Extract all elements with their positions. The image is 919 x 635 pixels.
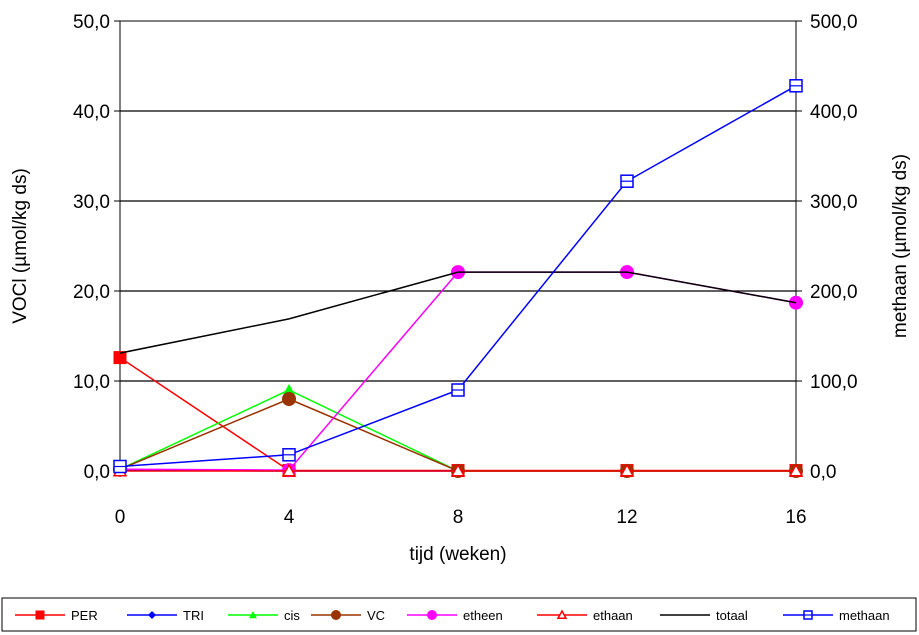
series-line-etheen	[119, 271, 797, 471]
legend-label-etheen: etheen	[463, 608, 503, 623]
y2-tick-label: 100,0	[810, 372, 858, 393]
legend-item-vc: VC	[311, 608, 385, 623]
series-cis	[114, 384, 802, 476]
y-tick-label: 40,0	[73, 102, 110, 123]
legend-label-vc: VC	[367, 608, 385, 623]
y2-axis-title: methaan (µmol/kg ds)	[890, 154, 911, 338]
x-tick-label: 8	[453, 507, 464, 528]
legend-marker-ethaan	[556, 609, 568, 619]
legend-item-per: PER	[15, 608, 98, 623]
y2-tick-label: 300,0	[810, 192, 858, 213]
legend-item-tri: TRI	[127, 608, 204, 623]
series-ethaan	[112, 463, 804, 477]
data-point-ethaan	[619, 463, 635, 477]
legend-label-methaan: methaan	[839, 608, 890, 623]
x-tick-label: 4	[284, 507, 295, 528]
series-methaan	[113, 79, 803, 474]
legend-marker-cis	[249, 611, 257, 619]
legend-marker-tri	[148, 611, 156, 619]
legend-item-methaan: methaan	[783, 608, 890, 623]
data-point-ethaan	[450, 463, 466, 477]
y-tick-label: 0,0	[84, 462, 110, 483]
data-point-vc	[282, 392, 296, 406]
legend-label-per: PER	[71, 608, 98, 623]
y-axis-title: VOCl (µmol/kg ds)	[10, 168, 31, 324]
x-tick-label: 12	[616, 507, 637, 528]
data-point-ethaan	[281, 463, 297, 477]
legend-marker-etheen	[427, 610, 437, 620]
legend-item-etheen: etheen	[407, 608, 503, 623]
x-tick-label: 0	[115, 507, 126, 528]
gridlines	[120, 110, 796, 382]
data-point-per	[113, 351, 127, 365]
x-axis-title: tijd (weken)	[409, 544, 506, 565]
data-point-ethaan	[788, 463, 804, 477]
x-tick-label: 16	[785, 507, 806, 528]
series-per	[113, 351, 803, 478]
legend-marker-vc	[331, 610, 341, 620]
data-point-cis	[283, 384, 295, 395]
y2-tick-label: 200,0	[810, 282, 858, 303]
y2-tick-label: 500,0	[810, 12, 858, 33]
y2-tick-label: 400,0	[810, 102, 858, 123]
series-etheen	[113, 265, 803, 478]
legend-label-cis: cis	[284, 608, 300, 623]
legend-label-ethaan: ethaan	[593, 608, 633, 623]
legend-label-tri: TRI	[183, 608, 204, 623]
legend-item-cis: cis	[228, 608, 300, 623]
legend-item-totaal: totaal	[660, 608, 748, 623]
y-tick-label: 50,0	[73, 12, 110, 33]
y-tick-label: 20,0	[73, 282, 110, 303]
axes: 0,0 0,0 10,0 100,0 20,0 200,0 30,0 300,0 40,0 400…	[73, 12, 858, 528]
y-tick-label: 30,0	[73, 192, 110, 213]
plot-area	[119, 20, 797, 472]
legend: PER TRI cis VC etheen ethaan totaal methaan	[1, 597, 917, 632]
y2-tick-label: 0,0	[810, 462, 836, 483]
series-line-totaal	[119, 271, 797, 354]
series-totaal	[119, 271, 797, 354]
legend-label-totaal: totaal	[716, 608, 748, 623]
y-tick-label: 10,0	[73, 372, 110, 393]
series-layer	[112, 79, 804, 478]
legend-marker-per	[35, 610, 45, 620]
series-line-per	[119, 356, 796, 472]
legend-item-ethaan: ethaan	[537, 608, 633, 623]
